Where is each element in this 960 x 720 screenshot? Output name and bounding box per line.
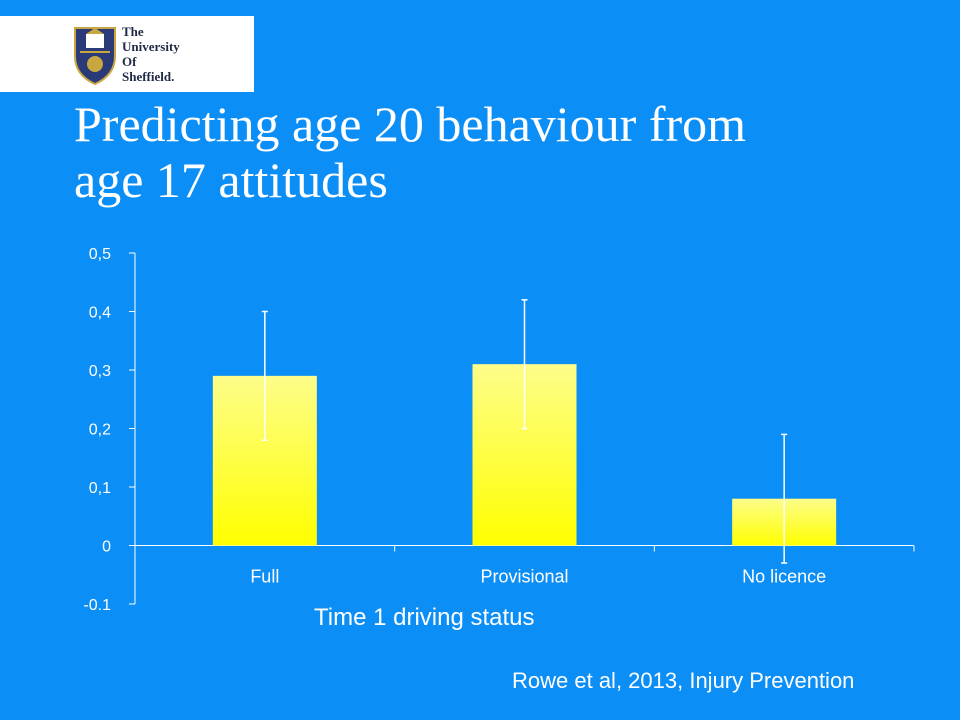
slide-title-line-2: age 17 attitudes bbox=[74, 152, 388, 208]
bar-chart: 0,5 0,4 0,3 0,2 0,1 0 -0,1 Full Provisional No l… bbox=[83, 246, 915, 610]
y-tick-label: 0,1 bbox=[89, 480, 111, 497]
y-tick-label: 0,2 bbox=[89, 422, 111, 439]
y-tick-label: 0,4 bbox=[89, 305, 111, 322]
y-tick-label: 0,3 bbox=[89, 363, 111, 380]
slide-title-line-1: Predicting age 20 behaviour from bbox=[74, 96, 747, 152]
bars-group bbox=[212, 364, 837, 546]
y-tick-label: -0,1 bbox=[83, 597, 111, 610]
logo-wordmark: The University Of Sheffield. bbox=[122, 24, 180, 84]
x-tick-label: Provisional bbox=[480, 567, 568, 587]
university-crest-icon bbox=[74, 27, 116, 86]
y-axis: 0,5 0,4 0,3 0,2 0,1 0 -0,1 bbox=[83, 246, 136, 610]
x-tick-labels: Full Provisional No licence bbox=[250, 567, 826, 587]
university-logo: The University Of Sheffield. bbox=[0, 16, 254, 92]
x-tick-label: No licence bbox=[742, 567, 826, 587]
y-tick-label: 0,5 bbox=[89, 246, 111, 263]
x-axis bbox=[134, 545, 915, 552]
slide-title: Predicting age 20 behaviour from age 17 … bbox=[74, 96, 934, 208]
y-tick-label: 0 bbox=[102, 539, 111, 556]
citation: Rowe et al, 2013, Injury Prevention bbox=[512, 668, 855, 693]
x-tick-label: Full bbox=[250, 567, 279, 587]
x-axis-title: Time 1 driving status bbox=[314, 604, 535, 631]
error-bars-group bbox=[261, 299, 788, 564]
